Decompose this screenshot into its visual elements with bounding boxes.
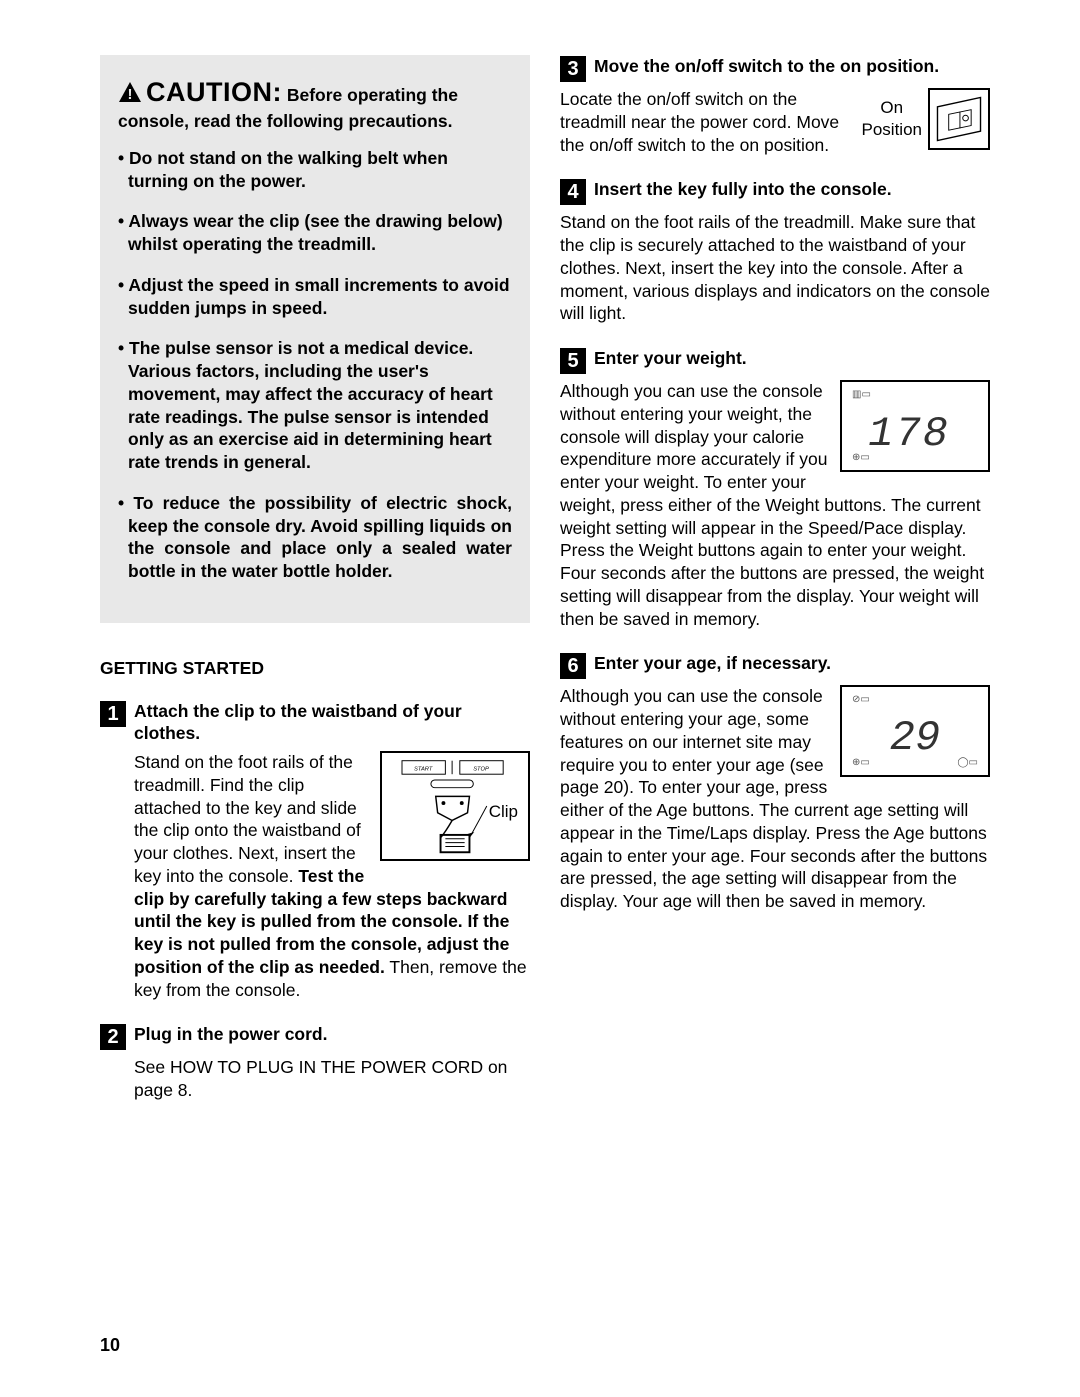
step-6-text-a: Although you can use the console without… (560, 686, 824, 774)
step-4-title: Insert the key fully into the console. (594, 178, 990, 201)
warning-icon: ! (118, 81, 142, 109)
age-display-figure: ⊘▭ ⊕▭ ◯▭ 29 (840, 685, 990, 777)
step-3-header: 3 Move the on/off switch to the on posit… (560, 55, 990, 82)
display-icon: ⊕▭ (852, 756, 870, 769)
step-4-text: Stand on the foot rails of the treadmill… (560, 211, 990, 325)
display-icon: ⊘▭ (852, 693, 870, 706)
weight-display-figure: ▥▭ ⊕▭ 178 (840, 380, 990, 472)
page-number: 10 (100, 1334, 120, 1357)
step-2-body: See HOW TO PLUG IN THE POWER CORD on pag… (134, 1056, 530, 1102)
step-5-text-b: your weight. To enter your weight, press… (560, 472, 984, 629)
step-2-text: See HOW TO PLUG IN THE POWER CORD on pag… (134, 1056, 530, 1102)
step-number: 6 (560, 653, 586, 679)
display-icon: ▥▭ (852, 388, 871, 401)
step-1-title: Attach the clip to the waistband of your… (134, 700, 530, 746)
caution-heading: ! CAUTION: Before operating the console,… (118, 75, 512, 133)
step-6-text-b: page 20). To enter your age, press eithe… (560, 777, 987, 911)
caution-box: ! CAUTION: Before operating the console,… (100, 55, 530, 623)
step-5-body: ▥▭ ⊕▭ 178 Although you can use the conso… (560, 380, 990, 630)
step-3-title: Move the on/off switch to the on positio… (594, 55, 990, 78)
step-4-body: Stand on the foot rails of the treadmill… (560, 211, 990, 325)
caution-list: Do not stand on the walking belt when tu… (118, 147, 512, 583)
step-number: 5 (560, 348, 586, 374)
step-4-header: 4 Insert the key fully into the console. (560, 178, 990, 205)
page-content: ! CAUTION: Before operating the console,… (0, 0, 1080, 1164)
step-6-header: 6 Enter your age, if necessary. (560, 652, 990, 679)
on-position-label: On Position (862, 97, 922, 141)
right-column: 3 Move the on/off switch to the on posit… (560, 55, 990, 1124)
step-number: 3 (560, 56, 586, 82)
step-number: 1 (100, 701, 126, 727)
step-1-body: START STOP (134, 751, 530, 1001)
caution-item: To reduce the possibility of electric sh… (118, 492, 512, 583)
caution-word: CAUTION: (146, 77, 282, 107)
step-6-body: ⊘▭ ⊕▭ ◯▭ 29 Although you can use the con… (560, 685, 990, 913)
caution-item: Always wear the clip (see the drawing be… (118, 210, 512, 256)
svg-text:START: START (414, 766, 433, 772)
getting-started-heading: GETTING STARTED (100, 657, 530, 680)
caution-item: The pulse sensor is not a medical device… (118, 337, 512, 474)
display-icon: ◯▭ (957, 756, 978, 769)
step-6-title: Enter your age, if necessary. (594, 652, 990, 675)
svg-text:STOP: STOP (473, 766, 489, 772)
step-1-header: 1 Attach the clip to the waistband of yo… (100, 700, 530, 746)
weight-value: 178 (868, 391, 962, 462)
age-value: 29 (890, 697, 940, 766)
step-3-body: On Position Locate the on/off switch on … (560, 88, 990, 156)
step-number: 2 (100, 1024, 126, 1050)
clip-figure: START STOP (380, 751, 530, 861)
step-5-header: 5 Enter your weight. (560, 347, 990, 374)
caution-item: Do not stand on the walking belt when tu… (118, 147, 512, 193)
step-2-title: Plug in the power cord. (134, 1023, 530, 1046)
left-column: ! CAUTION: Before operating the console,… (100, 55, 530, 1124)
switch-figure: On Position (862, 88, 990, 150)
step-2-header: 2 Plug in the power cord. (100, 1023, 530, 1050)
svg-text:!: ! (128, 86, 133, 103)
clip-label: Clip (489, 801, 518, 823)
display-icon: ⊕▭ (852, 451, 870, 464)
caution-item: Adjust the speed in small increments to … (118, 274, 512, 320)
step-5-title: Enter your weight. (594, 347, 990, 370)
step-number: 4 (560, 179, 586, 205)
